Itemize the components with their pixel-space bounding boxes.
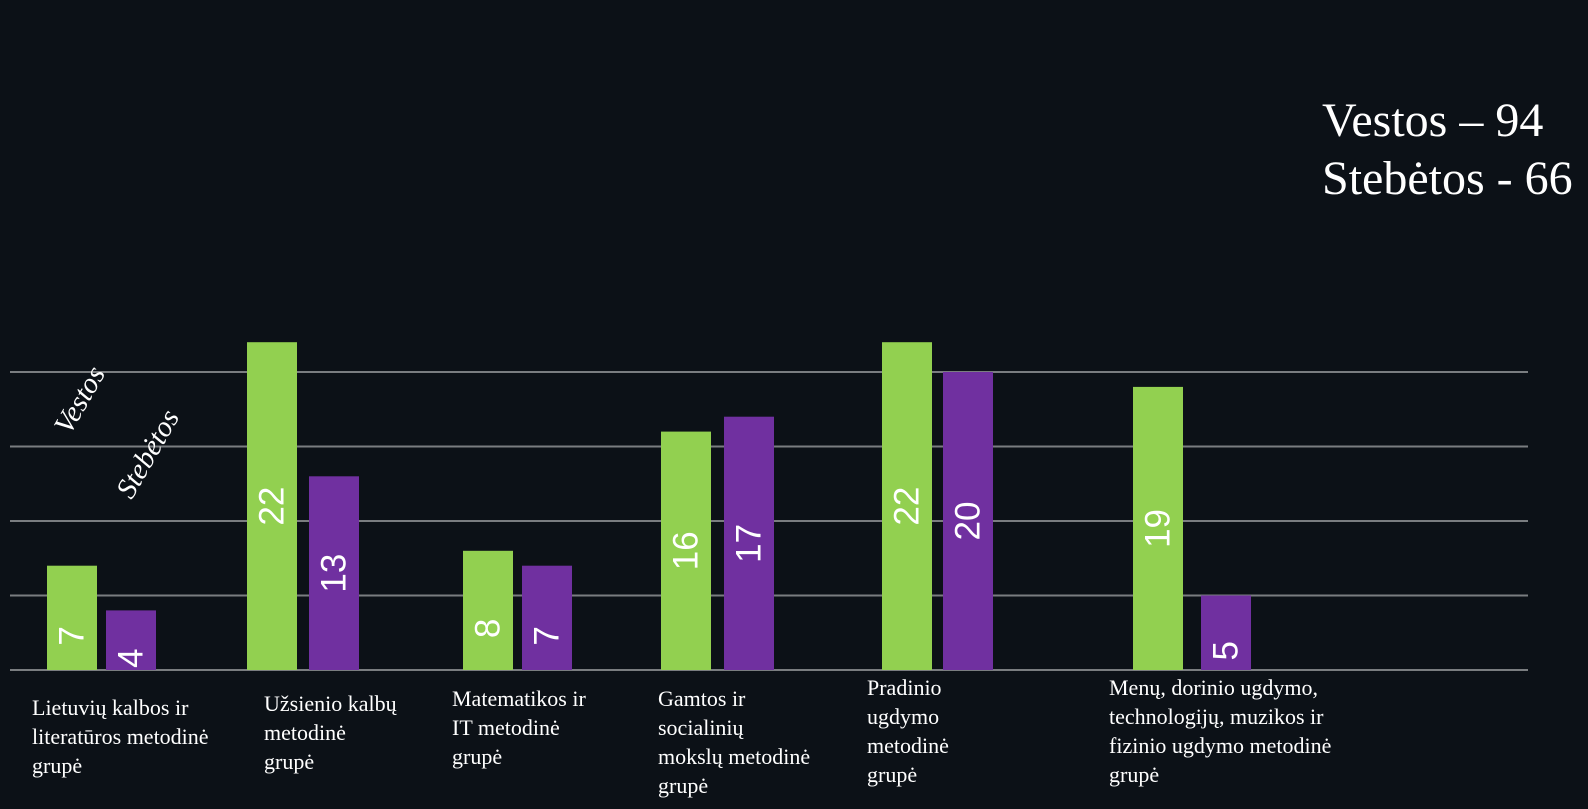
bar-value-label-stebėtos-4: 20	[949, 502, 988, 541]
bar-stebėtos-2	[522, 565, 572, 670]
bar-value-label-vestos-0: 7	[53, 626, 92, 645]
totals-stebetos: Stebėtos - 66	[1322, 152, 1573, 205]
bar-stebėtos-4	[943, 372, 993, 670]
bar-value-label-vestos-1: 22	[253, 487, 292, 526]
bar-stebėtos-1	[309, 476, 359, 670]
category-label-matematikos: Matematikos ir IT metodinė grupė	[452, 686, 586, 769]
category-label-pradinio: Pradinio ugdymo metodinė grupė	[867, 675, 949, 787]
bar-value-label-vestos-3: 16	[667, 531, 706, 570]
category-label-uzsienio: Užsienio kalbų metodinė grupė	[264, 691, 397, 774]
bar-value-label-stebėtos-3: 17	[730, 524, 769, 563]
bar-vestos-5	[1133, 386, 1183, 670]
bar-value-label-stebėtos-5: 5	[1207, 641, 1246, 660]
totals-vestos: Vestos – 94	[1322, 94, 1544, 147]
bar-vestos-2	[463, 550, 513, 670]
bar-stebėtos-5	[1201, 595, 1251, 670]
bar-vestos-0	[47, 565, 97, 670]
category-label-lietuviu: Lietuvių kalbos ir literatūros metodinė …	[32, 695, 209, 778]
category-label-menu: Menų, dorinio ugdymo, technologijų, muzi…	[1109, 675, 1332, 787]
bar-value-label-stebėtos-0: 4	[112, 648, 151, 667]
bar-value-label-stebėtos-1: 13	[315, 554, 354, 593]
bar-vestos-4	[882, 342, 932, 670]
bar-stebėtos-0	[106, 610, 156, 670]
category-label-gamtos: Gamtos ir socialinių mokslų metodinė gru…	[658, 686, 811, 798]
bar-value-label-vestos-4: 22	[888, 487, 927, 526]
series-tag-stebėtos: Stebėtos	[110, 404, 186, 504]
totals-annotation: Vestos – 94 Stebėtos - 66	[1322, 92, 1573, 208]
bar-value-label-vestos-5: 19	[1139, 509, 1178, 548]
bar-vestos-1	[247, 342, 297, 670]
bar-vestos-3	[661, 431, 711, 670]
bar-stebėtos-3	[724, 416, 774, 670]
bar-value-label-vestos-2: 8	[469, 619, 508, 638]
bar-value-label-stebėtos-2: 7	[528, 626, 567, 645]
